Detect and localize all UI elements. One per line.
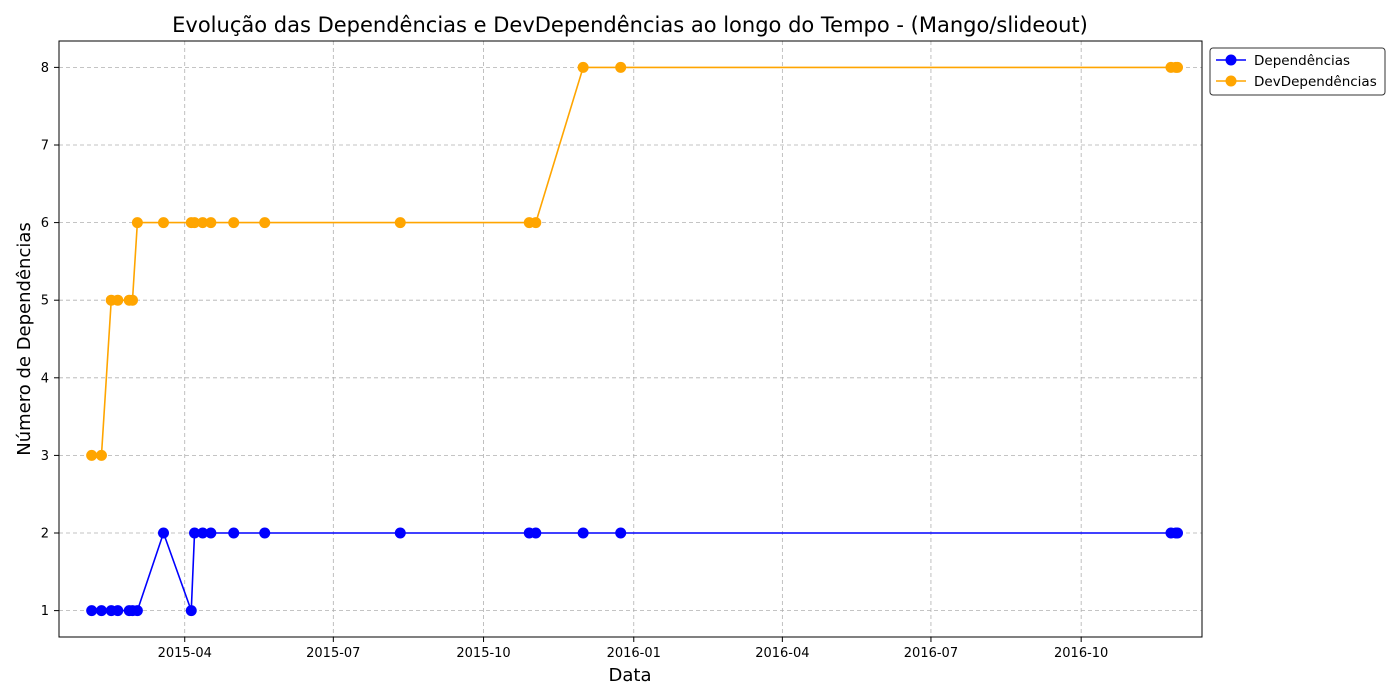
series-1-point: [185, 605, 197, 617]
y-tick-label: 2: [41, 527, 49, 542]
series-1-point: [228, 527, 240, 539]
series-1-point: [86, 605, 98, 617]
legend-label-1: Dependências: [1254, 53, 1350, 69]
plot-frame: [58, 40, 1203, 638]
y-tick-label: 6: [41, 216, 49, 231]
y-tick-label: 7: [41, 138, 49, 153]
series-1-point: [205, 527, 217, 539]
series-line-1: [91, 530, 1178, 612]
series-2-point: [131, 217, 143, 229]
series-1-point: [189, 527, 201, 539]
series-2-point: [86, 449, 98, 461]
y-tick-label: 5: [41, 294, 49, 309]
series-points: [86, 61, 1184, 617]
series-2-point: [259, 217, 271, 229]
series-lines: [91, 66, 1178, 612]
x-tick-label: 2016-01: [607, 646, 661, 661]
legend-marker-2: [1225, 75, 1237, 87]
legend-frame: [1209, 47, 1386, 96]
series-1-point: [131, 605, 143, 617]
x-tick-label: 2016-10: [1054, 646, 1108, 661]
legend-marker-1: [1225, 54, 1237, 66]
series-2-point: [394, 217, 406, 229]
series-2-point: [205, 217, 217, 229]
series-2-point: [228, 217, 240, 229]
series-line-2: [91, 66, 1178, 457]
series-1-point: [577, 527, 589, 539]
series-1-point: [197, 527, 209, 539]
series-1-point: [112, 605, 124, 617]
legend-label-2: DevDependências: [1254, 74, 1377, 90]
y-tick-label: 1: [41, 604, 49, 619]
x-tick-label: 2015-04: [158, 646, 212, 661]
series-1-point: [259, 527, 271, 539]
series-2-point: [615, 61, 627, 73]
y-axis-ticks: 1 2 3 4 5 6 7 8: [41, 61, 59, 619]
y-tick-label: 8: [41, 61, 49, 76]
legend: Dependências DevDependências: [1209, 47, 1386, 96]
y-tick-label: 4: [41, 371, 49, 386]
series-2-point: [530, 217, 542, 229]
series-2-point: [126, 294, 138, 306]
x-tick-label: 2016-04: [755, 646, 809, 661]
series-2-point: [577, 61, 589, 73]
x-axis-title: Data: [609, 665, 652, 686]
series-2-point: [197, 217, 209, 229]
y-axis-title: Número de Dependências: [14, 222, 35, 456]
series-2-point: [1172, 61, 1184, 73]
series-1-point: [530, 527, 542, 539]
x-axis-ticks: 2015-04 2015-07 2015-10 2016-01 2016-04 2016-…: [158, 637, 1108, 661]
series-1-point: [615, 527, 627, 539]
y-tick-label: 3: [41, 449, 49, 464]
series-2-point: [158, 217, 170, 229]
series-2-point: [95, 449, 107, 461]
series-1-point: [394, 527, 406, 539]
x-tick-label: 2015-07: [306, 646, 360, 661]
series-1-point: [158, 527, 170, 539]
x-tick-label: 2016-07: [904, 646, 958, 661]
chart-title: Evolução das Dependências e DevDependênc…: [172, 13, 1088, 37]
grid: [59, 41, 1202, 637]
series-2-point: [189, 217, 201, 229]
x-tick-label: 2015-10: [456, 646, 510, 661]
series-1-point: [95, 605, 107, 617]
series-1-point: [1172, 527, 1184, 539]
series-2-point: [112, 294, 124, 306]
